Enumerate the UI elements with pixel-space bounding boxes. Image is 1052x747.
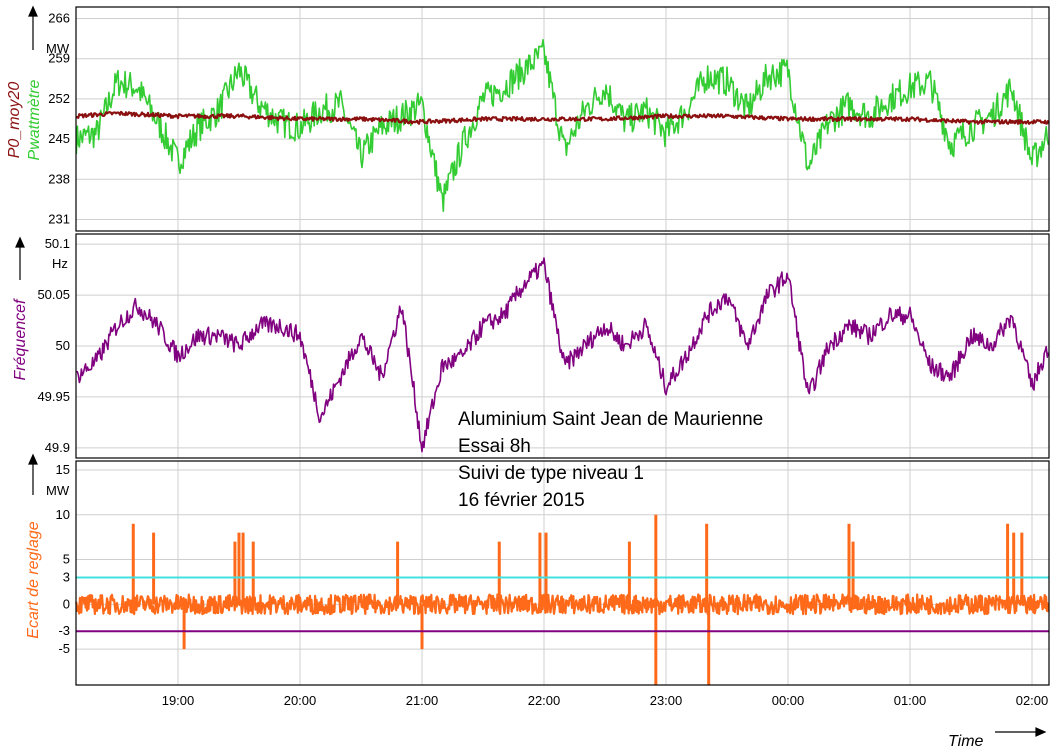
series-line <box>75 39 1050 212</box>
reference-lines <box>76 576 1049 633</box>
panel-frame <box>75 233 1050 459</box>
y-tick-label: 245 <box>48 131 70 146</box>
y-tick-label: 49.95 <box>37 389 70 404</box>
annotation-line-2: Essai 8h <box>458 436 531 457</box>
series-line <box>76 257 1050 453</box>
power-unit-label: MW <box>46 41 70 56</box>
time-axis-label: Time <box>948 733 984 747</box>
y-tick-label: 0 <box>63 596 70 611</box>
reference-line-label: 3 <box>63 569 70 584</box>
y-tick-label: 10 <box>56 507 70 522</box>
y-tick-label: 5 <box>63 552 70 567</box>
x-tick-label: 23:00 <box>650 693 683 708</box>
y-tick-label: 50.1 <box>45 236 70 251</box>
annotation-line-4: 16 février 2015 <box>458 490 585 511</box>
y-tick-labels: 23123824525225926649.949.955050.0550.1-5… <box>37 10 70 656</box>
deviation-axis-label: Ecart de reglage <box>25 521 42 639</box>
x-tick-label: 02:00 <box>1016 693 1049 708</box>
series-layer <box>75 39 1050 685</box>
panel-frame <box>75 460 1050 686</box>
frequency-axis-label: Fréquencef <box>12 298 29 380</box>
panel-frame <box>75 6 1050 232</box>
y-tick-label: -5 <box>58 641 70 656</box>
x-tick-labels: 19:00 20:00 21:00 22:00 23:00 00:00 01:00 02:00 <box>162 693 1049 708</box>
x-tick-label: 00:00 <box>772 693 805 708</box>
p0-moy20-axis-label: P0_moy20 <box>6 82 23 159</box>
annotation-block: Aluminium Saint Jean de Maurienne Essai … <box>458 409 763 511</box>
y-tick-label: 259 <box>48 51 70 66</box>
time-axis-arrowhead <box>1035 727 1047 737</box>
frequency-unit-label: Hz <box>52 256 68 271</box>
x-tick-label: 22:00 <box>528 693 561 708</box>
deviation-unit-label: MW <box>46 483 70 498</box>
y-tick-label: 50.05 <box>37 287 70 302</box>
y-tick-label: 15 <box>56 462 70 477</box>
annotation-line-3: Suivi de type niveau 1 <box>458 463 644 484</box>
x-tick-label: 01:00 <box>894 693 927 708</box>
gridlines <box>76 7 1049 685</box>
power-axis-arrowhead <box>28 5 38 17</box>
deviation-axis-arrowhead <box>28 453 38 465</box>
y-tick-label: 266 <box>48 10 70 25</box>
axis-arrows <box>15 5 1047 737</box>
series-line <box>75 110 1050 125</box>
y-tick-label: 49.9 <box>45 440 70 455</box>
panel-frames <box>75 6 1050 686</box>
y-tick-label: 238 <box>48 171 70 186</box>
frequency-axis-arrowhead <box>15 236 25 248</box>
y-tick-label: 50 <box>56 338 70 353</box>
x-tick-label: 20:00 <box>284 693 317 708</box>
reference-line-label: -3 <box>58 623 70 638</box>
y-tick-label: 252 <box>48 91 70 106</box>
pwattmetre-axis-label: Pwattmètre <box>26 79 43 160</box>
annotation-line-1: Aluminium Saint Jean de Maurienne <box>458 409 763 430</box>
y-tick-label: 231 <box>48 212 70 227</box>
x-tick-label: 21:00 <box>406 693 439 708</box>
x-tick-label: 19:00 <box>162 693 195 708</box>
